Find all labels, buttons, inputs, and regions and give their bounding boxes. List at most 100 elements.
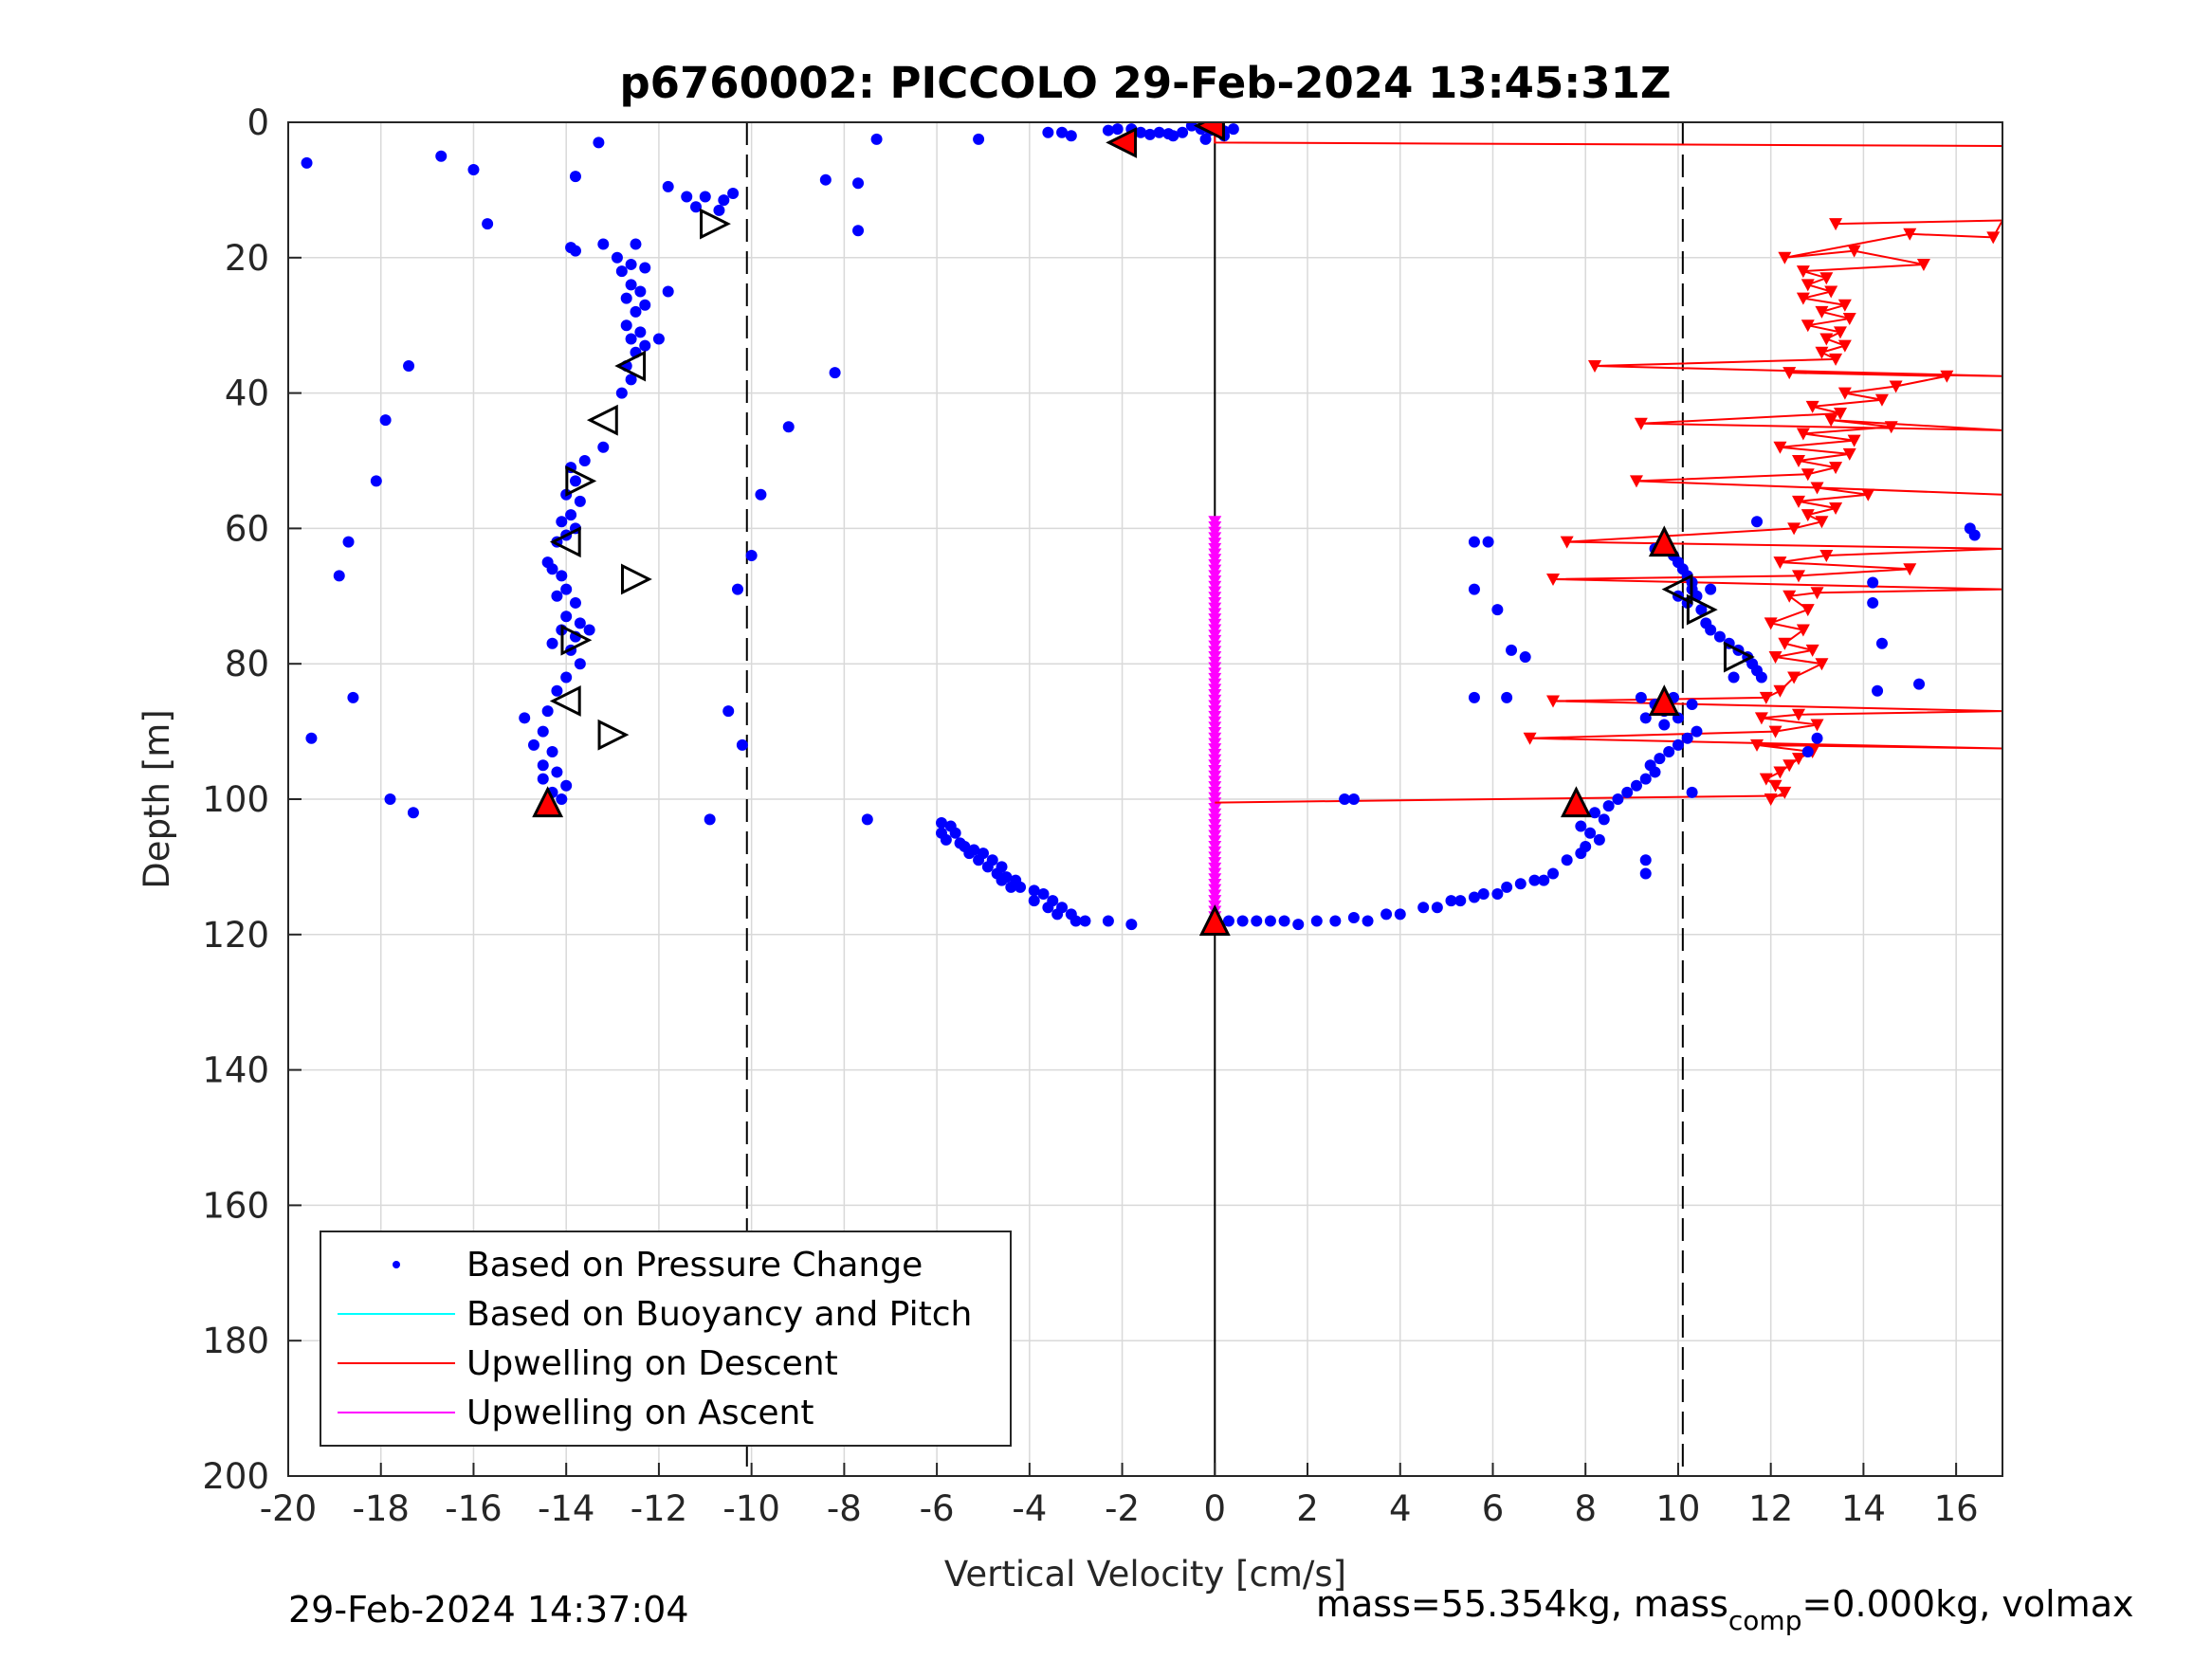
pressure-change-point [1538,874,1550,886]
pressure-change-point [611,251,623,264]
y-tick-label: 140 [202,1050,269,1091]
pressure-change-point [597,238,610,250]
pressure-change-point [1506,644,1518,656]
filled-left-triangle-marker [1106,126,1138,158]
pressure-change-point [1644,759,1656,772]
descent-upwelling-marker [1810,719,1824,732]
open-right-triangle-marker [560,624,593,656]
descent-upwelling-marker [1796,624,1810,637]
pressure-change-point [1468,536,1480,548]
pressure-change-point [852,225,865,237]
descent-upwelling-marker [1791,455,1805,467]
pressure-change-point [1872,684,1884,697]
pressure-change-point [1445,895,1457,907]
y-tick-label: 40 [225,374,269,414]
descent-upwelling-marker [1847,245,1861,258]
pressure-change-point [1362,915,1374,927]
pressure-change-point [1477,887,1490,900]
pressure-change-point [1102,915,1114,927]
x-tick-label: -4 [1012,1488,1047,1529]
legend-label-ascent: Upwelling on Ascent [466,1394,814,1432]
pressure-change-point [1185,122,1197,132]
pressure-change-point [782,421,795,433]
pressure-change-point [718,194,730,207]
pressure-change-point [639,262,651,274]
descent-upwelling-marker [1764,617,1778,630]
pressure-change-point [1528,874,1541,886]
descent-upwelling-marker [1824,414,1838,428]
descent-upwelling-marker [1903,228,1917,241]
x-tick-label: -16 [445,1488,502,1529]
pressure-change-point [597,441,610,453]
y-tick-label: 200 [202,1456,269,1497]
descent-upwelling-marker [1587,360,1601,374]
pressure-change-point [940,833,952,846]
descent-upwelling-marker [1629,475,1643,488]
descent-upwelling-marker [1874,393,1889,407]
pressure-change-point [1394,908,1406,921]
pressure-change-point [1468,691,1480,703]
pressure-change-point [342,536,355,548]
pressure-change-point [551,684,563,697]
pressure-change-point [819,173,832,186]
pressure-change-point [620,319,632,332]
pressure-change-point [1751,516,1764,528]
y-tick-label: 180 [202,1321,269,1361]
pressure-change-point [1598,813,1610,826]
descent-upwelling-marker [1940,370,1954,383]
descent-upwelling-marker [1782,759,1797,773]
pressure-change-point [407,807,419,819]
pressure-change-point [1639,773,1652,785]
pressure-change-point [662,180,674,192]
pressure-change-point [699,191,711,203]
pressure-change-point [1867,576,1879,589]
filled-up-triangle-marker [532,786,564,818]
pressure-change-point [1593,833,1605,846]
descent-upwelling-marker [1782,367,1797,380]
open-left-triangle-marker [614,350,647,382]
pressure-change-point [1079,915,1091,927]
y-tick-label: 0 [247,102,269,143]
pressure-change-point [620,292,632,304]
pressure-change-point [690,201,703,213]
legend-label-pressure: Based on Pressure Change [466,1246,923,1285]
descent-upwelling-marker [1523,732,1537,745]
footer-mass-sub: comp [1728,1605,1802,1636]
pressure-change-point [1663,746,1675,758]
y-tick-label: 100 [202,779,269,820]
pressure-change-point [1111,123,1124,136]
x-tick-label: -6 [920,1488,955,1529]
pressure-change-point [467,163,480,175]
pressure-change-point [1278,915,1290,927]
pressure-change-point [556,570,568,582]
pressure-change-point [1199,133,1212,145]
pressure-change-point [537,725,549,738]
pressure-change-point [1501,691,1513,703]
descent-upwelling-marker [1634,417,1648,430]
pressure-change-point [1037,887,1050,900]
pressure-change-point [681,191,693,203]
pressure-change-point [1227,123,1239,136]
pressure-change-point [333,570,345,582]
pressure-change-point [1005,881,1017,893]
pressure-change-point [1167,130,1179,142]
pressure-change-point [1177,126,1189,138]
pressure-change-point [1654,753,1666,765]
x-tick-label: -10 [722,1488,779,1529]
descent-upwelling-marker [1560,536,1574,549]
pressure-change-point [305,732,318,744]
descent-upwelling-marker [1791,495,1805,508]
pressure-change-point [1347,911,1360,923]
pressure-change-point [652,333,665,345]
x-tick-label: 2 [1296,1488,1319,1529]
descent-upwelling-marker [1837,339,1852,353]
descent-upwelling-marker [1768,651,1782,665]
pressure-change-point [634,326,647,338]
footer-mass-info: mass=55.354kg, masscomp=0.000kg, volmax [1316,1583,2133,1636]
pressure-change-point [569,475,581,487]
pressure-change-point [973,854,985,866]
descent-upwelling-marker [1768,779,1782,793]
pressure-change-point [482,218,494,230]
descent-upwelling-marker [1801,468,1815,482]
pressure-change-point [1547,867,1560,880]
